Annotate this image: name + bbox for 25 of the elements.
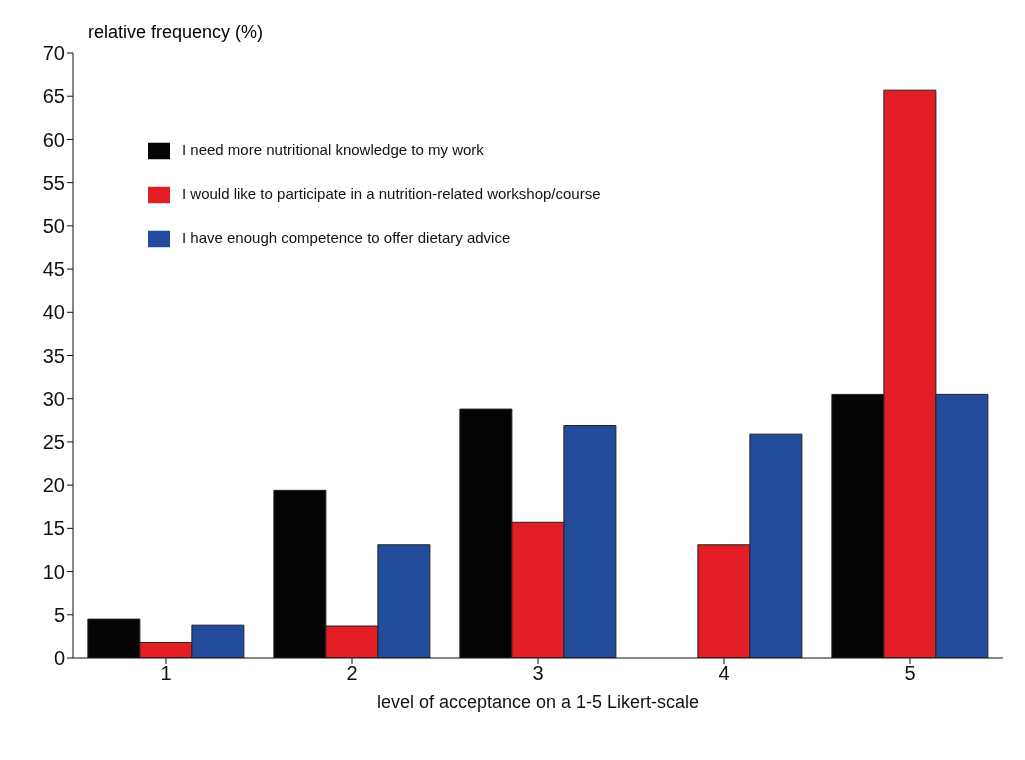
legend-label: I would like to participate in a nutrition-related workshop/course [182,185,601,202]
x-tick-label: 5 [904,662,916,685]
y-tick-label: 5 [53,603,65,626]
x-tick-label: 1 [160,662,172,685]
y-tick-label: 70 [42,42,65,65]
legend-label: I need more nutritional knowledge to my work [182,141,484,158]
y-tick-label: 20 [42,474,65,497]
y-tick-label: 60 [42,128,65,151]
y-axis-title: relative frequency (%) [88,22,264,43]
x-axis-title: level of acceptance on a 1-5 Likert-scale [376,692,700,712]
y-tick-label: 30 [42,387,65,410]
x-tick-label: 2 [346,662,358,685]
x-tick-label: 4 [718,662,730,685]
y-tick-label: 0 [53,647,65,670]
y-tick-label: 25 [42,431,65,454]
y-tick-label: 50 [42,214,65,237]
y-tick-label: 35 [42,344,65,367]
legend-label: I have enough competence to offer dietary advice [182,229,511,246]
y-tick-label: 15 [42,517,65,540]
y-tick-label: 45 [42,258,65,281]
y-tick-label: 55 [42,171,65,194]
y-tick-label: 10 [42,560,65,583]
x-tick-label: 3 [532,662,544,685]
y-tick-label: 65 [42,85,65,108]
y-tick-label: 40 [42,301,65,324]
